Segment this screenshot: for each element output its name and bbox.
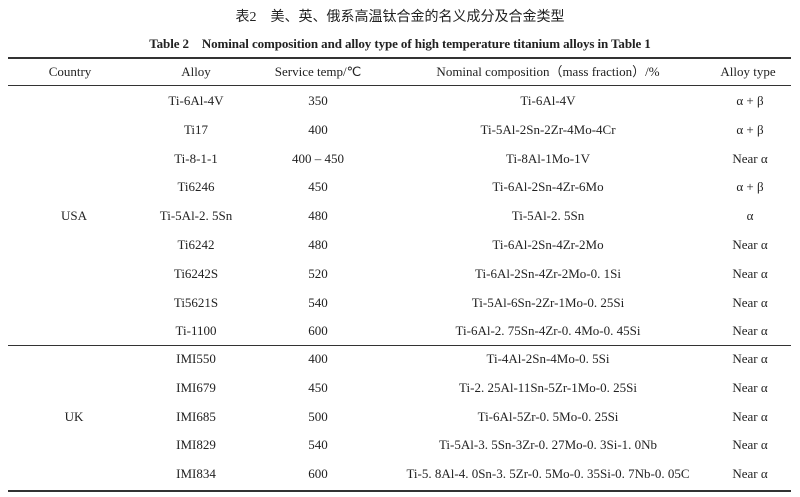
alloy-cell: Ti5621S [173, 294, 219, 310]
composition-cell: Ti-2. 25Al-11Sn-5Zr-1Mo-0. 25Si [459, 379, 637, 395]
service-temp-cell: 350 [308, 93, 328, 108]
alloy-type-cell: Near α [732, 323, 768, 339]
service-temp-cell: 450 [308, 179, 328, 195]
service-temp-cell: 400 [308, 351, 328, 366]
service-temp-cell: 450 [308, 379, 328, 395]
alloy-type-cell: Near α [732, 379, 768, 395]
header-alloy: Alloy [181, 64, 211, 79]
bottom-rule [8, 490, 791, 492]
service-temp-cell: 480 [308, 237, 328, 252]
composition-cell: Ti-5Al-3. 5Sn-3Zr-0. 27Mo-0. 3Si-1. 0Nb [438, 437, 658, 453]
service-temp-cell: 540 [308, 294, 328, 310]
header-country: Country [48, 64, 92, 79]
alloy-type-cell: Near α [732, 351, 768, 366]
alloy-type-cell: Near α [732, 150, 768, 166]
service-temp-cell: 520 [308, 265, 328, 281]
alloy-cell: IMI685 [176, 408, 216, 424]
service-temp-cell: 600 [308, 323, 328, 339]
alloy-type-cell: α + β [736, 179, 764, 195]
alloy-cell: Ti17 [183, 121, 209, 137]
composition-cell: Ti-6Al-2Sn-4Zr-2Mo-0. 1Si [475, 265, 621, 281]
group-divider-rule [8, 345, 791, 346]
alloy-type-cell: α [746, 208, 754, 224]
alloy-type-cell: α + β [736, 93, 764, 108]
alloy-type-cell: Near α [732, 237, 768, 252]
composition-cell: Ti-5Al-6Sn-2Zr-1Mo-0. 25Si [471, 294, 625, 310]
alloy-cell: Ti-1100 [175, 323, 217, 339]
alloy-type-cell: Near α [732, 408, 768, 424]
alloy-cell: IMI829 [176, 437, 216, 453]
alloy-cell: Ti6242 [177, 237, 215, 252]
composition-cell: Ti-8Al-1Mo-1V [505, 150, 591, 166]
table-title-chinese: 表2 美、英、俄系高温钛合金的名义成分及合金类型 [235, 10, 565, 25]
service-temp-cell: 400 [308, 121, 328, 137]
service-temp-cell: 540 [308, 437, 328, 453]
alloy-cell: IMI550 [176, 351, 216, 366]
composition-cell: Ti-6Al-4V [520, 93, 576, 108]
alloy-cell: IMI834 [176, 466, 216, 482]
service-temp-cell: 500 [308, 408, 328, 424]
composition-cell: Ti-6Al-2Sn-4Zr-6Mo [492, 179, 604, 195]
composition-cell: Ti-6Al-2Sn-4Zr-2Mo [492, 237, 604, 252]
header-alloy-type: Alloy type [720, 64, 776, 79]
country-cell: UK [64, 408, 84, 424]
header-service-temp: Service temp/℃ [274, 64, 362, 79]
composition-cell: Ti-6Al-2. 75Sn-4Zr-0. 4Mo-0. 45Si [455, 323, 641, 339]
alloy-type-cell: Near α [732, 437, 768, 453]
header-composition: Nominal composition（mass fraction）/% [436, 64, 660, 79]
composition-cell: Ti-5Al-2Sn-2Zr-4Mo-4Cr [480, 121, 616, 137]
composition-cell: Ti-6Al-5Zr-0. 5Mo-0. 25Si [477, 408, 619, 424]
header-rule [8, 85, 791, 86]
composition-cell: Ti-5Al-2. 5Sn [511, 208, 585, 224]
alloy-cell: Ti6246 [177, 179, 215, 195]
alloy-cell: Ti-6Al-4V [168, 93, 224, 108]
service-temp-cell: 400 – 450 [292, 150, 344, 166]
country-cell: USA [60, 208, 88, 224]
service-temp-cell: 600 [308, 466, 328, 482]
alloy-cell: Ti-5Al-2. 5Sn [159, 208, 233, 224]
table-title-english: Table 2 Nominal composition and alloy ty… [149, 36, 651, 51]
top-rule [8, 57, 791, 59]
alloy-cell: Ti6242S [173, 265, 219, 281]
composition-cell: Ti-5. 8Al-4. 0Sn-3. 5Zr-0. 5Mo-0. 35Si-0… [406, 466, 690, 482]
alloy-cell: Ti-8-1-1 [174, 150, 218, 166]
alloy-type-cell: Near α [732, 294, 768, 310]
service-temp-cell: 480 [308, 208, 328, 224]
alloy-type-cell: Near α [732, 265, 768, 281]
alloy-type-cell: α + β [736, 121, 764, 137]
alloy-cell: IMI679 [176, 379, 216, 395]
alloy-type-cell: Near α [732, 466, 768, 482]
composition-cell: Ti-4Al-2Sn-4Mo-0. 5Si [486, 351, 610, 366]
